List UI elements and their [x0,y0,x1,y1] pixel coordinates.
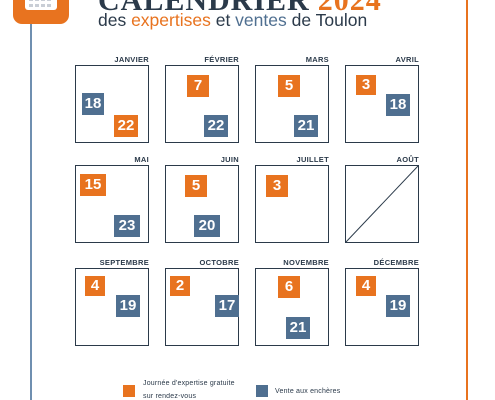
legend-vente-label: Vente aux enchères [275,388,341,395]
expertise-date: 2 [170,276,190,296]
month-novembre: NOVEMBRE 6 21 [255,258,329,348]
month-mai: MAI 15 23 [75,155,149,245]
month-label: JANVIER [114,55,149,64]
expertise-date: 4 [356,276,376,296]
subtitle-text: de Toulon [286,10,368,30]
expertise-date: 15 [80,174,106,196]
month-label: NOVEMBRE [283,258,329,267]
month-octobre: OCTOBRE 2 17 [165,258,239,348]
month-avril: AVRIL 3 18 [345,55,419,145]
month-label: JUIN [220,155,239,164]
vente-date: 18 [82,93,104,115]
vente-date: 17 [215,295,239,317]
vente-date: 20 [194,215,220,237]
month-box: 3 [255,165,329,243]
month-label: MARS [305,55,329,64]
month-label: MAI [134,155,149,164]
legend-vente-swatch [256,385,268,397]
month-box: 4 19 [345,268,419,346]
vente-date: 18 [386,94,410,116]
month-box: 3 18 [345,65,419,143]
title-word: CALENDRIER [98,0,310,17]
expertise-date: 5 [278,75,300,97]
left-margin-rule [30,0,32,400]
month-box: 5 20 [165,165,239,243]
vente-date: 19 [116,295,140,317]
expertise-date: 22 [114,115,138,137]
month-box: 4 19 [75,268,149,346]
month-label: OCTOBRE [199,258,239,267]
month-mars: MARS 5 21 [255,55,329,145]
subtitle-text: et [210,10,236,30]
month-label: AOÛT [396,155,419,164]
legend-expertise-label: Journée d'expertise gratuite [143,380,235,387]
vente-date: 19 [386,295,410,317]
month-box: 15 23 [75,165,149,243]
month-juillet: JUILLET 3 [255,155,329,245]
vente-date: 21 [294,115,318,137]
subtitle-expertises: expertises [131,10,211,30]
no-date-diagonal-icon [346,166,418,242]
month-box: 7 22 [165,65,239,143]
expertise-date: 3 [356,75,376,95]
month-label: DÉCEMBRE [373,258,419,267]
month-janvier: JANVIER 18 22 [75,55,149,145]
expertise-date: 7 [187,75,209,97]
month-box: 2 17 [165,268,239,346]
page-subtitle: des expertises et ventes de Toulon [98,10,367,31]
month-label: SEPTEMBRE [99,258,149,267]
month-box: 6 21 [255,268,329,346]
month-decembre: DÉCEMBRE 4 19 [345,258,419,348]
expertise-date: 6 [278,276,300,298]
expertise-date: 3 [266,175,288,197]
calendar-icon [13,0,69,24]
legend-expertise-label-2: sur rendez-vous [143,393,197,400]
month-label: FÉVRIER [204,55,239,64]
month-box: 5 21 [255,65,329,143]
month-juin: JUIN 5 20 [165,155,239,245]
vente-date: 23 [114,215,140,237]
month-label: AVRIL [395,55,419,64]
month-label: JUILLET [296,155,329,164]
month-septembre: SEPTEMBRE 4 19 [75,258,149,348]
page-title: CALENDRIER 2024 [98,0,382,18]
right-margin-rule [466,0,468,400]
expertise-date: 4 [85,276,105,296]
month-aout: AOÛT [345,155,419,245]
month-box [345,165,419,243]
month-box: 18 22 [75,65,149,143]
expertise-date: 5 [185,175,207,197]
vente-date: 22 [204,115,228,137]
month-fevrier: FÉVRIER 7 22 [165,55,239,145]
subtitle-text: des [98,10,132,30]
subtitle-ventes: ventes [235,10,287,30]
legend-expertise-swatch [123,385,135,397]
vente-date: 21 [286,317,310,339]
title-year: 2024 [317,0,382,17]
